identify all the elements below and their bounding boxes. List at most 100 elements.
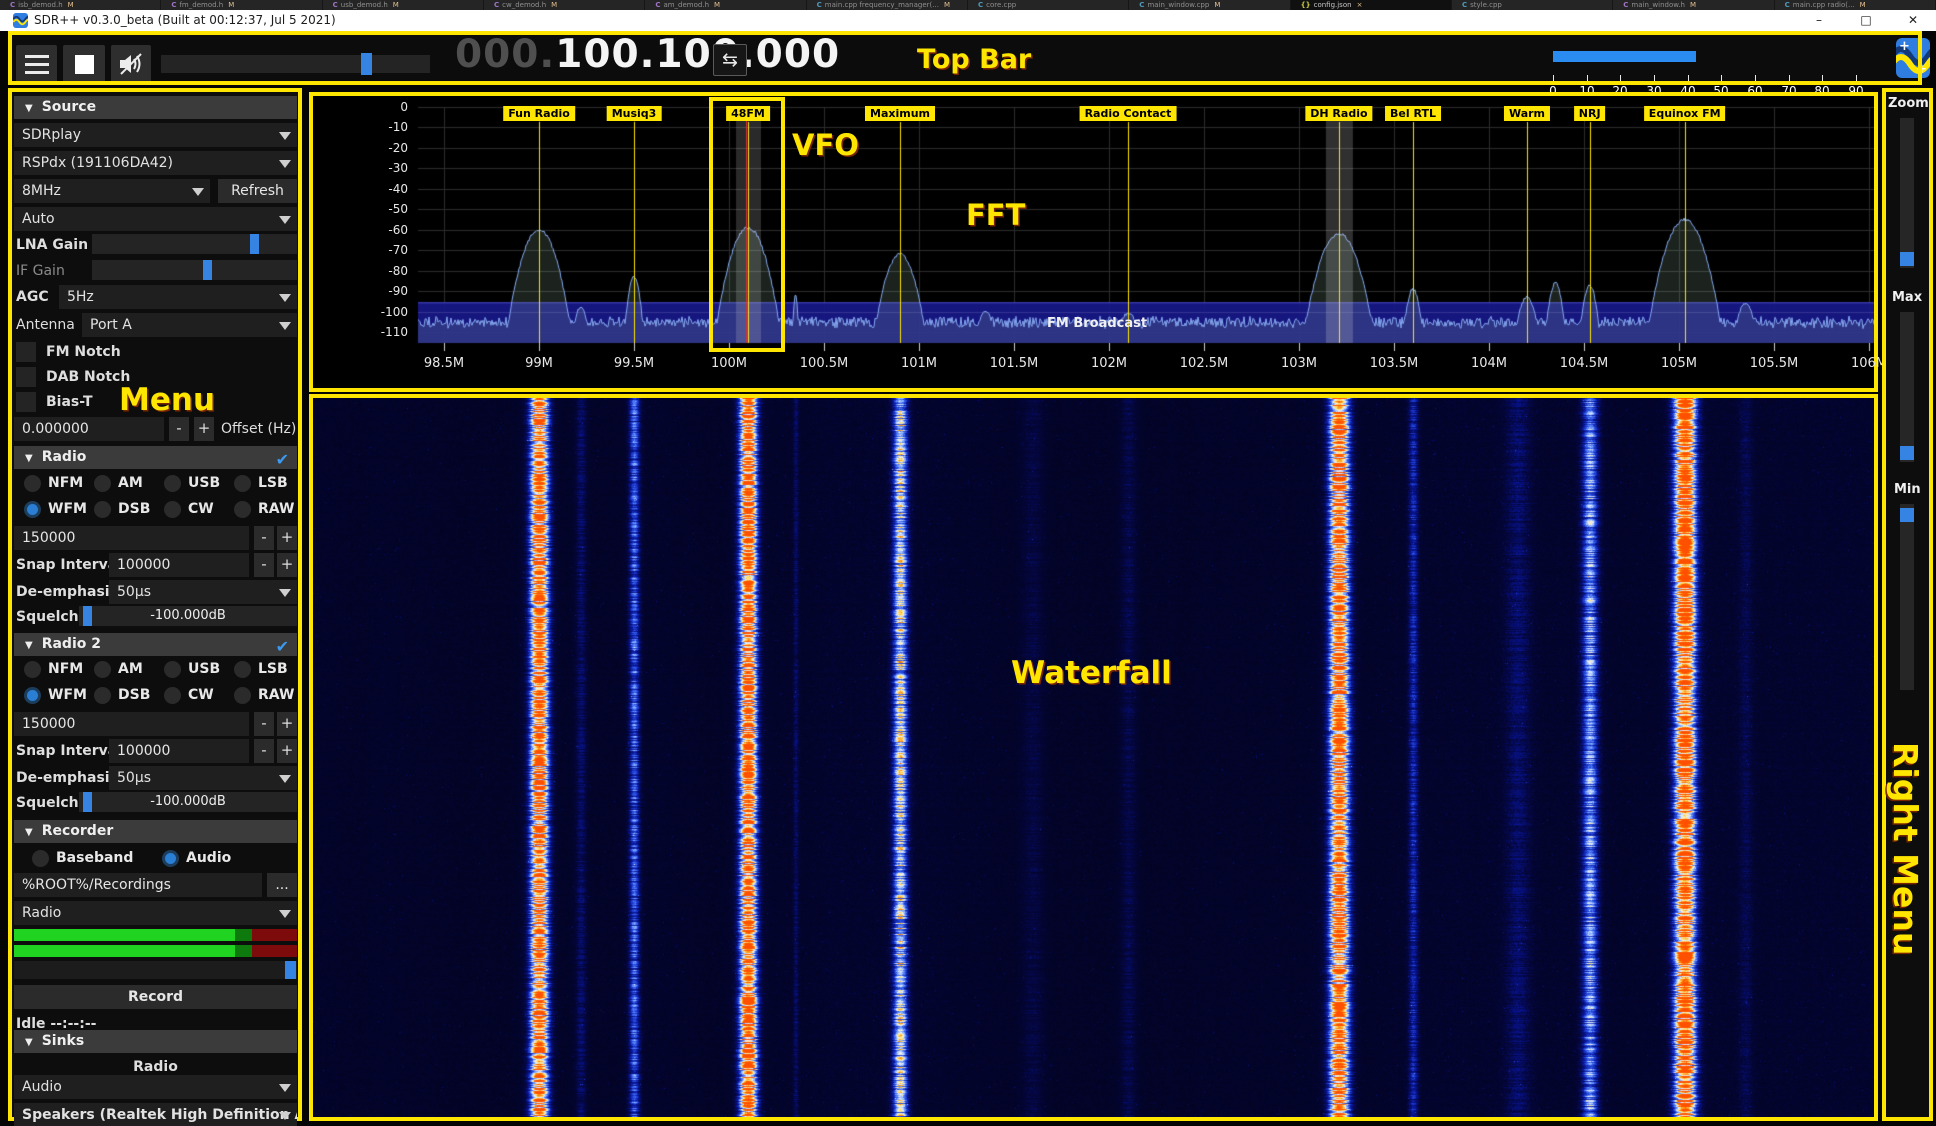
mode-option-wfm[interactable]: WFM bbox=[24, 686, 90, 706]
bias-t-checkbox[interactable] bbox=[16, 392, 36, 412]
recorder-volume-handle[interactable] bbox=[285, 961, 296, 979]
offset-minus-button[interactable]: - bbox=[169, 417, 189, 441]
zoom-slider-handle[interactable] bbox=[1900, 252, 1914, 266]
agc-dropdown[interactable]: 5Hz bbox=[59, 285, 297, 309]
station-badge[interactable]: DH Radio bbox=[1305, 106, 1373, 121]
record-button[interactable]: Record bbox=[14, 985, 297, 1009]
mode-option-nfm[interactable]: NFM bbox=[24, 474, 90, 494]
snap-interval-input[interactable]: 100000 bbox=[109, 553, 249, 577]
radio2-squelch-slider[interactable]: -100.000dB bbox=[79, 792, 297, 812]
station-badge[interactable]: Bel RTL bbox=[1385, 106, 1441, 121]
editor-tab[interactable]: {} config.json × bbox=[1290, 0, 1452, 10]
station-badge[interactable]: NRJ bbox=[1573, 106, 1606, 121]
volume-slider[interactable] bbox=[161, 53, 430, 75]
volume-slider-handle[interactable] bbox=[361, 53, 372, 75]
lna-gain-slider[interactable] bbox=[92, 234, 297, 254]
bandwidth-dropdown[interactable]: 8MHz bbox=[14, 179, 210, 203]
deemphasis-dropdown[interactable]: 50µs bbox=[109, 580, 297, 604]
gain-mode-dropdown[interactable]: Auto bbox=[14, 207, 297, 231]
station-badge[interactable]: Equinox FM bbox=[1643, 106, 1726, 121]
radio2-snap-interval-input[interactable]: 100000 bbox=[109, 739, 249, 763]
mode-option-usb[interactable]: USB bbox=[164, 660, 230, 680]
min-slider[interactable] bbox=[1900, 504, 1914, 690]
source-device-dropdown[interactable]: RSPdx (191106DA42) bbox=[14, 151, 297, 175]
source-section-header[interactable]: ▼ Source bbox=[14, 96, 297, 119]
lna-gain-slider-handle[interactable] bbox=[250, 234, 259, 254]
station-badge[interactable]: 48FM bbox=[726, 106, 770, 121]
radio2-bandwidth-minus-button[interactable]: - bbox=[254, 712, 274, 736]
snap-plus-button[interactable]: + bbox=[277, 553, 297, 577]
radio2-bandwidth-plus-button[interactable]: + bbox=[277, 712, 297, 736]
mode-option-dsb[interactable]: DSB bbox=[94, 500, 160, 520]
mode-option-lsb[interactable]: LSB bbox=[234, 660, 300, 680]
bandwidth-plus-button[interactable]: + bbox=[277, 526, 297, 550]
stop-button[interactable] bbox=[63, 45, 105, 83]
mode-option-nfm[interactable]: NFM bbox=[24, 660, 90, 680]
radio-section-header[interactable]: ▼ Radio ✔ bbox=[14, 446, 297, 469]
station-badge[interactable]: Musiq3 bbox=[606, 106, 662, 121]
mode-option-wfm[interactable]: WFM bbox=[24, 500, 90, 520]
radio2-squelch-slider-handle[interactable] bbox=[83, 792, 92, 812]
swap-band-button[interactable]: ⇆ bbox=[713, 44, 747, 76]
waterfall-canvas[interactable] bbox=[313, 398, 1874, 1117]
radio2-section-header[interactable]: ▼ Radio 2 ✔ bbox=[14, 633, 297, 656]
bandwidth-minus-button[interactable]: - bbox=[254, 526, 274, 550]
refresh-button[interactable]: Refresh bbox=[218, 179, 297, 203]
max-slider[interactable] bbox=[1900, 312, 1914, 462]
mode-option-dsb[interactable]: DSB bbox=[94, 686, 160, 706]
offset-input[interactable]: 0.000000 bbox=[14, 417, 164, 441]
close-tab-icon[interactable]: × bbox=[1356, 1, 1363, 9]
fft-spectrum-canvas[interactable] bbox=[313, 96, 1874, 388]
station-badge[interactable]: Fun Radio bbox=[503, 106, 575, 121]
enabled-check-icon[interactable]: ✔ bbox=[275, 450, 289, 469]
station-badge[interactable]: Radio Contact bbox=[1079, 106, 1177, 121]
sinks-section-header[interactable]: ▼ Sinks bbox=[14, 1030, 297, 1053]
mode-option-lsb[interactable]: LSB bbox=[234, 474, 300, 494]
mode-option-cw[interactable]: CW bbox=[164, 686, 230, 706]
sink-driver-dropdown[interactable]: Audio bbox=[14, 1075, 297, 1099]
if-gain-slider-handle[interactable] bbox=[203, 260, 212, 280]
enabled-check-icon[interactable]: ✔ bbox=[275, 637, 289, 656]
recorder-volume-slider[interactable] bbox=[14, 961, 297, 979]
radio-bandwidth-input[interactable]: 150000 bbox=[14, 526, 249, 550]
recordings-path-input[interactable]: %ROOT%/Recordings bbox=[14, 873, 262, 897]
min-slider-handle[interactable] bbox=[1900, 508, 1914, 522]
mode-option-raw[interactable]: RAW bbox=[234, 686, 300, 706]
mode-option-am[interactable]: AM bbox=[94, 660, 160, 680]
squelch-slider-handle[interactable] bbox=[83, 606, 92, 626]
minimize-button[interactable]: – bbox=[1816, 13, 1822, 27]
menu-hamburger-button[interactable] bbox=[16, 45, 57, 83]
if-gain-slider[interactable] bbox=[92, 260, 297, 280]
station-badge[interactable]: Maximum bbox=[865, 106, 935, 121]
offset-plus-button[interactable]: + bbox=[194, 417, 214, 441]
radio2-snap-plus-button[interactable]: + bbox=[277, 739, 297, 763]
mode-option-cw[interactable]: CW bbox=[164, 500, 230, 520]
station-badge[interactable]: Warm bbox=[1503, 106, 1551, 121]
maximize-button[interactable]: □ bbox=[1860, 13, 1872, 27]
fft-color-scale-slider[interactable]: 0 10 20 30 40 50 60 70 80 90 bbox=[1549, 49, 1864, 98]
squelch-slider[interactable]: -100.000dB bbox=[79, 606, 297, 626]
mode-option-raw[interactable]: RAW bbox=[234, 500, 300, 520]
radio2-deemphasis-dropdown[interactable]: 50µs bbox=[109, 766, 297, 790]
mode-option-usb[interactable]: USB bbox=[164, 474, 230, 494]
recorder-mode-baseband[interactable]: Baseband bbox=[32, 849, 152, 869]
snap-minus-button[interactable]: - bbox=[254, 553, 274, 577]
recorder-section-header[interactable]: ▼ Recorder bbox=[14, 820, 297, 843]
max-slider-handle[interactable] bbox=[1900, 446, 1914, 460]
mute-button[interactable] bbox=[111, 45, 151, 83]
frequency-display[interactable]: 000.100.100.000 bbox=[455, 32, 840, 77]
radio2-snap-minus-button[interactable]: - bbox=[254, 739, 274, 763]
close-button[interactable]: ✕ bbox=[1907, 13, 1919, 27]
recorder-mode-audio[interactable]: Audio bbox=[162, 849, 282, 869]
